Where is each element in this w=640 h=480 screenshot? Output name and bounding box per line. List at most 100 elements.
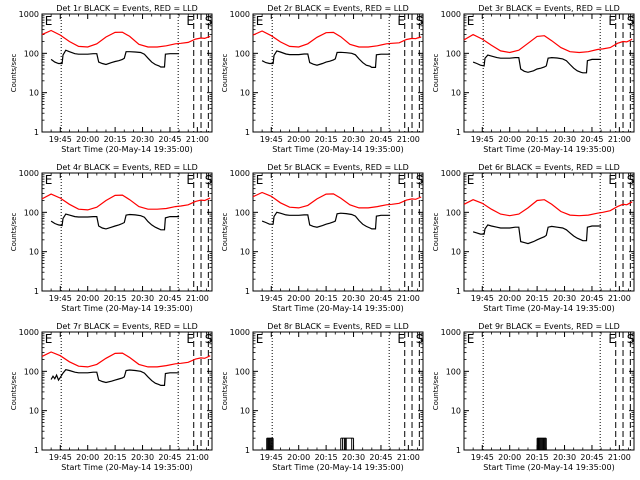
y-tick-label: 1 bbox=[245, 287, 250, 296]
lld-series-line bbox=[252, 30, 422, 48]
events-series-line bbox=[50, 213, 180, 231]
event-marker-left: E bbox=[256, 332, 264, 346]
plot-frame bbox=[41, 331, 213, 451]
x-tick-label: 20:30 bbox=[342, 294, 365, 303]
x-tick-label: 20:15 bbox=[104, 294, 127, 303]
x-tick-label: 20:30 bbox=[553, 453, 576, 462]
x-tick-label: 20:45 bbox=[369, 294, 392, 303]
y-tick-label: 100 bbox=[24, 49, 39, 58]
x-tick-label: 20:15 bbox=[104, 135, 127, 144]
x-axis-label: Start Time (20-May-14 19:35:00) bbox=[272, 304, 403, 313]
y-tick-label: 1 bbox=[456, 446, 461, 455]
chart-panel-4: Det 4r BLACK = Events, RED = LLD 1 10 100 10… bbox=[10, 163, 213, 313]
saa-marker: S bbox=[627, 173, 635, 187]
event-marker-right: E bbox=[397, 173, 405, 187]
y-tick-label: 1 bbox=[245, 128, 250, 137]
event-marker-right: E bbox=[186, 14, 194, 28]
event-marker-left: E bbox=[45, 332, 53, 346]
x-tick-label: 19:45 bbox=[49, 135, 72, 144]
x-tick-label: 20:00 bbox=[498, 294, 521, 303]
events-series-line bbox=[50, 49, 180, 68]
x-tick-label: 19:45 bbox=[260, 294, 283, 303]
y-tick-label: 1 bbox=[456, 128, 461, 137]
y-axis-label: Counts/sec bbox=[221, 54, 229, 93]
saa-marker: S bbox=[416, 173, 424, 187]
x-tick-label: 20:00 bbox=[76, 294, 99, 303]
x-axis-label: Start Time (20-May-14 19:35:00) bbox=[483, 304, 614, 313]
plot-frame bbox=[252, 331, 424, 451]
x-tick-label: 20:45 bbox=[158, 135, 181, 144]
y-tick-label: 1000 bbox=[230, 169, 250, 178]
y-tick-label: 10 bbox=[451, 407, 461, 416]
chart-title: Det 2r BLACK = Events, RED = LLD bbox=[267, 4, 409, 13]
plot-frame bbox=[252, 13, 424, 133]
y-tick-label: 1000 bbox=[230, 10, 250, 19]
event-marker-left: E bbox=[256, 173, 264, 187]
events-series-line bbox=[261, 50, 391, 68]
plot-frame bbox=[252, 172, 424, 292]
saa-marker: S bbox=[205, 173, 213, 187]
y-tick-label: 100 bbox=[446, 367, 461, 376]
x-tick-label: 20:30 bbox=[553, 294, 576, 303]
chart-title: Det 4r BLACK = Events, RED = LLD bbox=[56, 163, 198, 172]
y-axis-label: Counts/sec bbox=[221, 372, 229, 411]
x-tick-label: 20:45 bbox=[369, 453, 392, 462]
event-marker-right: E bbox=[608, 332, 616, 346]
event-marker-right: E bbox=[186, 332, 194, 346]
x-tick-label: 20:15 bbox=[104, 453, 127, 462]
x-tick-label: 19:45 bbox=[471, 453, 494, 462]
event-marker-left: E bbox=[45, 173, 53, 187]
x-tick-label: 20:15 bbox=[526, 294, 549, 303]
plot-frame bbox=[41, 13, 213, 133]
y-tick-label: 10 bbox=[240, 89, 250, 98]
event-marker-left: E bbox=[45, 14, 53, 28]
x-tick-label: 20:15 bbox=[315, 294, 338, 303]
y-tick-label: 100 bbox=[235, 208, 250, 217]
y-tick-label: 100 bbox=[446, 208, 461, 217]
events-series-line bbox=[261, 211, 391, 230]
x-tick-label: 20:15 bbox=[526, 453, 549, 462]
x-tick-label: 21:00 bbox=[608, 135, 631, 144]
events-series-line bbox=[472, 54, 602, 74]
x-axis-label: Start Time (20-May-14 19:35:00) bbox=[272, 145, 403, 154]
x-tick-label: 20:45 bbox=[580, 294, 603, 303]
x-tick-label: 20:00 bbox=[287, 135, 310, 144]
event-marker-right: E bbox=[608, 173, 616, 187]
x-tick-label: 20:30 bbox=[553, 135, 576, 144]
x-tick-label: 20:45 bbox=[580, 135, 603, 144]
plot-frame bbox=[463, 172, 635, 292]
x-tick-label: 20:00 bbox=[76, 453, 99, 462]
event-marker-left: E bbox=[467, 332, 475, 346]
x-tick-label: 21:00 bbox=[608, 453, 631, 462]
x-axis-label: Start Time (20-May-14 19:35:00) bbox=[61, 145, 192, 154]
y-tick-label: 10 bbox=[29, 248, 39, 257]
x-axis-label: Start Time (20-May-14 19:35:00) bbox=[483, 463, 614, 472]
saa-marker: S bbox=[205, 14, 213, 28]
x-tick-label: 21:00 bbox=[186, 294, 209, 303]
y-axis-label: Counts/sec bbox=[432, 213, 440, 252]
chart-panel-2: Det 2r BLACK = Events, RED = LLD 1 10 100 10… bbox=[221, 4, 424, 154]
x-tick-label: 20:00 bbox=[498, 453, 521, 462]
y-tick-label: 10 bbox=[29, 407, 39, 416]
event-marker-left: E bbox=[256, 14, 264, 28]
chart-panel-7: Det 7r BLACK = Events, RED = LLD 1 10 100 10… bbox=[10, 322, 213, 472]
y-tick-label: 1 bbox=[34, 128, 39, 137]
y-tick-label: 1 bbox=[34, 446, 39, 455]
chart-title: Det 7r BLACK = Events, RED = LLD bbox=[56, 322, 198, 331]
y-axis-label: Counts/sec bbox=[10, 372, 18, 411]
y-axis-label: Counts/sec bbox=[221, 213, 229, 252]
chart-panel-8: Det 8r BLACK = Events, RED = LLD 1 10 100 10… bbox=[221, 322, 424, 472]
y-tick-label: 10 bbox=[451, 89, 461, 98]
lld-series-line bbox=[41, 351, 211, 368]
x-tick-label: 20:00 bbox=[498, 135, 521, 144]
x-tick-label: 20:30 bbox=[131, 135, 154, 144]
saa-marker: S bbox=[416, 14, 424, 28]
chart-panel-9: Det 9r BLACK = Events, RED = LLD 1 10 100 10… bbox=[432, 322, 635, 472]
x-tick-label: 20:30 bbox=[342, 135, 365, 144]
y-tick-label: 1 bbox=[34, 287, 39, 296]
y-tick-label: 1000 bbox=[230, 328, 250, 337]
saa-marker: S bbox=[205, 332, 213, 346]
plot-frame bbox=[463, 331, 635, 451]
x-tick-label: 19:45 bbox=[471, 135, 494, 144]
saa-marker: S bbox=[416, 332, 424, 346]
